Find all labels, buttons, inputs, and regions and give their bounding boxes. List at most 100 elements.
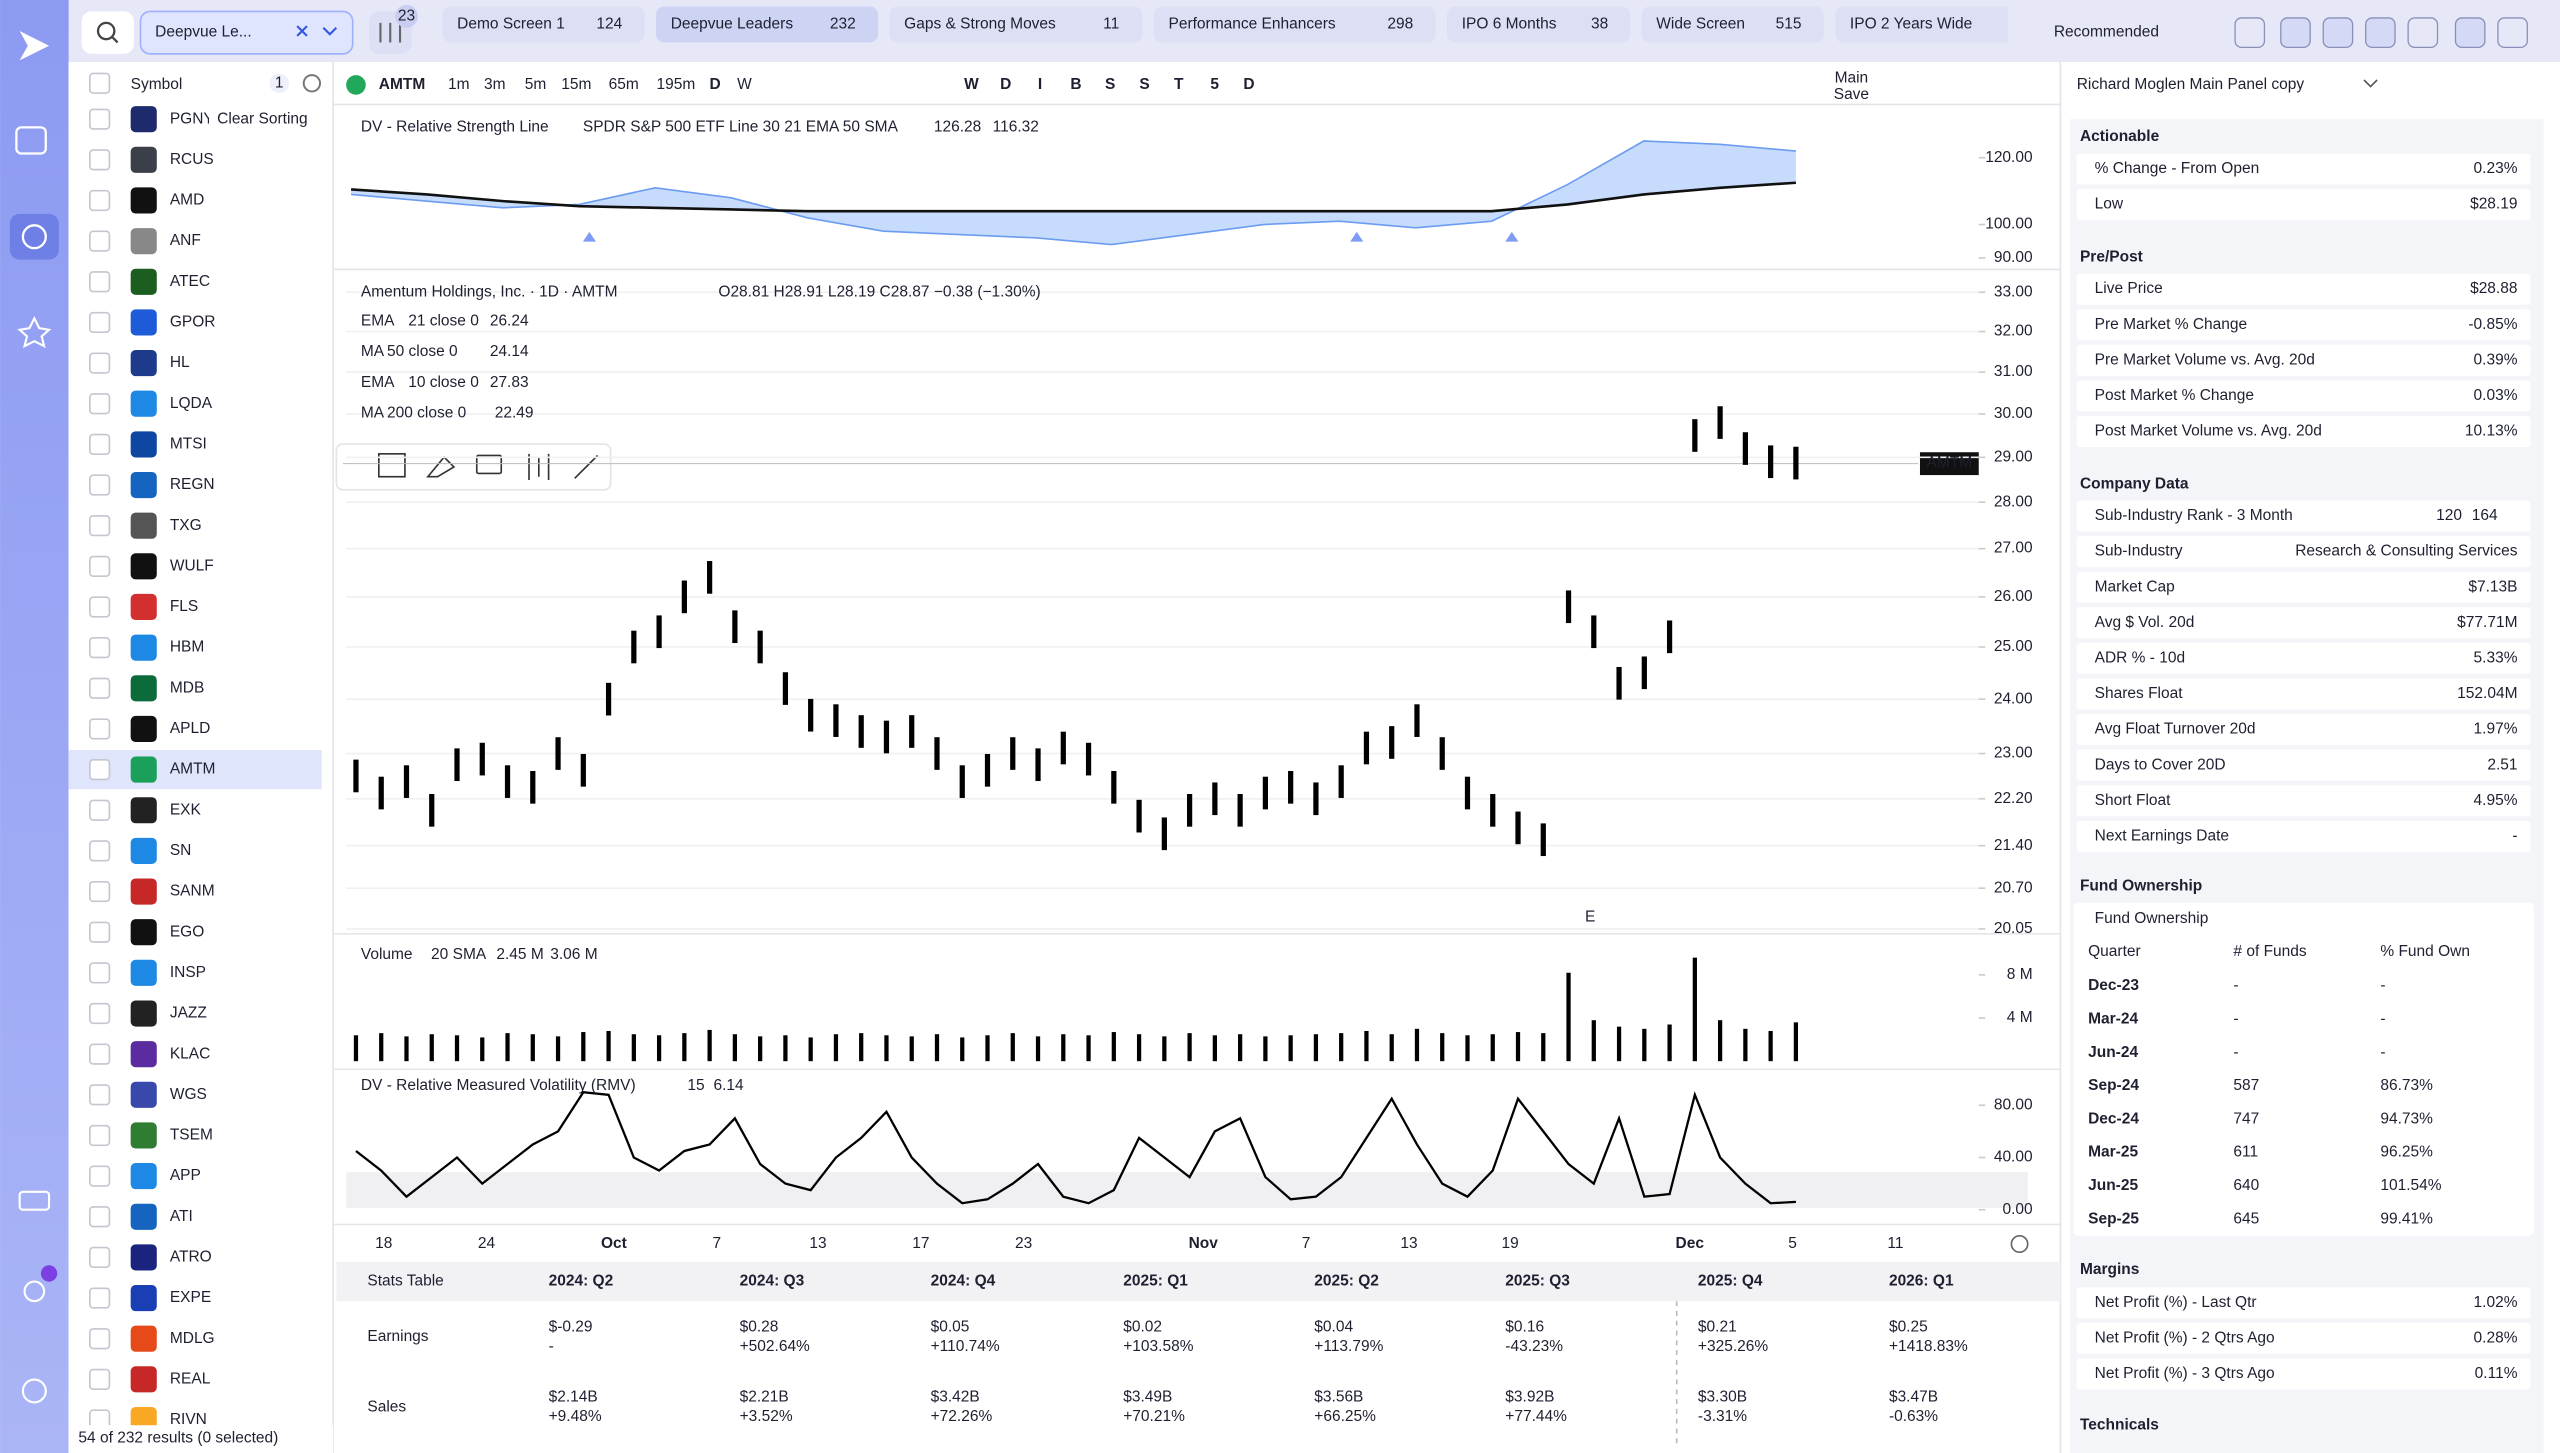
checkbox[interactable] [89,1124,111,1147]
price-bar [858,715,864,748]
ticker: GPOR [170,314,216,331]
nav-icon[interactable] [18,1190,51,1211]
tab[interactable] [889,6,1143,43]
volume-bar [454,1035,460,1062]
checkbox[interactable] [89,1287,111,1309]
checkbox[interactable] [89,596,111,618]
checkbox[interactable] [89,108,111,130]
stats-change: +113.79% [1314,1338,1383,1355]
price-bar [1666,620,1673,654]
checkbox[interactable] [89,189,111,212]
checkbox[interactable] [89,149,111,171]
checkbox[interactable] [89,880,111,903]
checkbox[interactable] [89,72,111,94]
checkbox[interactable] [89,677,111,699]
checkbox[interactable] [89,1084,111,1106]
nav-icon[interactable] [21,1378,47,1404]
draw-rect-tool[interactable] [377,453,406,478]
checkbox[interactable] [89,474,111,496]
checkbox[interactable] [89,433,111,456]
nav-icon[interactable] [23,1280,46,1303]
toolbar-icon[interactable] [2497,17,2528,48]
ticker-logo [130,1203,157,1230]
checkbox[interactable] [89,637,111,659]
checkbox[interactable] [89,311,111,334]
nav-icon[interactable] [17,315,52,349]
stats-change: -3.31% [1698,1408,1747,1425]
indicator-value: 26.24 [490,313,529,330]
screen-select[interactable] [139,10,354,55]
checkbox[interactable] [89,1165,111,1187]
ticker: ATEC [170,273,210,290]
checkbox[interactable] [89,1368,111,1390]
toolbar-icon[interactable] [2407,17,2439,48]
tab[interactable] [442,6,645,43]
stats-row-label: Sales [367,1398,406,1415]
stats-change: -43.23% [1505,1338,1563,1355]
stats-value: $3.92B [1505,1389,1554,1406]
fund-cell: - [2380,1010,2385,1027]
checkbox[interactable] [89,515,111,537]
draw-line-tool[interactable] [574,454,599,479]
checkbox[interactable] [89,758,111,781]
fund-cell: 96.25% [2380,1144,2433,1161]
checkbox[interactable] [89,921,111,943]
ticker: AMTM [170,761,216,778]
tab[interactable] [1447,6,1631,43]
tab[interactable] [1153,6,1436,43]
search-button[interactable] [81,11,134,54]
draw-candle-tool[interactable] [528,453,550,480]
checkbox[interactable] [89,230,111,252]
panel-row [2076,1287,2531,1319]
select-icons [296,25,338,37]
chevron[interactable] [2363,79,2378,88]
checkbox[interactable] [89,1043,111,1065]
volume-bar [1515,1032,1521,1062]
toolbar-icon[interactable] [2322,17,2354,48]
checkbox[interactable] [89,962,111,984]
panel-row [2076,344,2531,376]
checkbox[interactable] [89,1328,111,1350]
checkbox[interactable] [89,1246,111,1269]
indicator-params: 21 close 0 [408,313,479,330]
toolbar-icon[interactable] [2454,17,2486,48]
tab[interactable] [656,6,879,43]
draw-note-tool[interactable] [475,454,503,475]
ticker: KLAC [170,1045,211,1062]
price-bar [909,715,915,748]
volume-bar [656,1035,662,1062]
stats-change: +70.21% [1123,1408,1185,1425]
checkbox[interactable] [89,1002,111,1025]
checkbox[interactable] [89,271,111,293]
x-tick-label: 18 [375,1235,392,1252]
nav-icon[interactable] [15,126,47,155]
nav-active[interactable] [9,213,59,260]
checkbox[interactable] [89,718,111,740]
checkbox[interactable] [89,352,111,374]
tab[interactable] [1835,6,2067,43]
ticker: FLS [170,598,198,615]
tab[interactable] [1641,6,1824,43]
price-bar [934,737,940,770]
toolbar-icon[interactable] [2234,17,2266,48]
toolbar-icon[interactable] [2365,17,2396,48]
volume-bar [1263,1036,1268,1062]
checkbox[interactable] [89,840,111,862]
y-tick-label: 27.00 [1994,540,2033,557]
settings-icon[interactable] [302,74,322,93]
checkbox[interactable] [89,799,111,821]
row-label: Net Profit (%) - 2 Qtrs Ago [2095,1329,2275,1346]
checkbox[interactable] [89,393,111,415]
stats-column: 2025: Q1 [1123,1273,1188,1290]
price-bar [1035,748,1041,782]
stats-value: $3.49B [1123,1389,1172,1406]
toolbar-icon[interactable] [2280,17,2311,48]
checkbox[interactable] [89,555,111,577]
price-bar [1212,782,1218,816]
stats-change: - [549,1338,554,1355]
checkbox[interactable] [89,1206,111,1228]
ticker: TSEM [170,1127,213,1144]
settings-icon[interactable] [2010,1235,2029,1254]
search-icon [96,21,116,41]
